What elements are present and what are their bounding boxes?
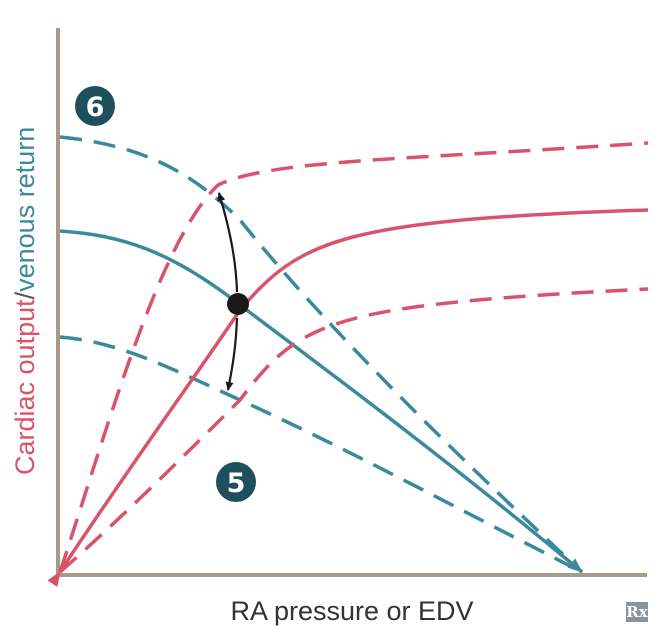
- y-axis-label-cardiac-output: Cardiac output: [10, 299, 40, 475]
- marker-top: 6: [75, 86, 115, 126]
- venous-return-increased-curve: [59, 135, 584, 574]
- equilibrium-point: [227, 293, 249, 315]
- shift-down-arrow: [225, 317, 239, 391]
- rx-logo-text: Rx: [626, 603, 648, 621]
- cardiac-output-decreased-curve: [58, 287, 649, 574]
- y-axis-label: Cardiac output/venous return: [10, 127, 40, 475]
- cardiac-output-increased-curve: [58, 141, 649, 573]
- shift-up-arrow: [217, 192, 239, 293]
- y-axis-label-separator: /: [10, 291, 40, 299]
- x-axis-label: RA pressure or EDV: [230, 596, 473, 626]
- marker-bottom: 5: [216, 462, 256, 502]
- venous-return-normal-curve: [59, 229, 584, 574]
- marker-bottom-label: 5: [227, 468, 246, 499]
- rx-logo: Rx: [626, 602, 649, 622]
- y-axis-label-venous-return: venous return: [10, 127, 40, 292]
- marker-top-label: 6: [86, 92, 105, 123]
